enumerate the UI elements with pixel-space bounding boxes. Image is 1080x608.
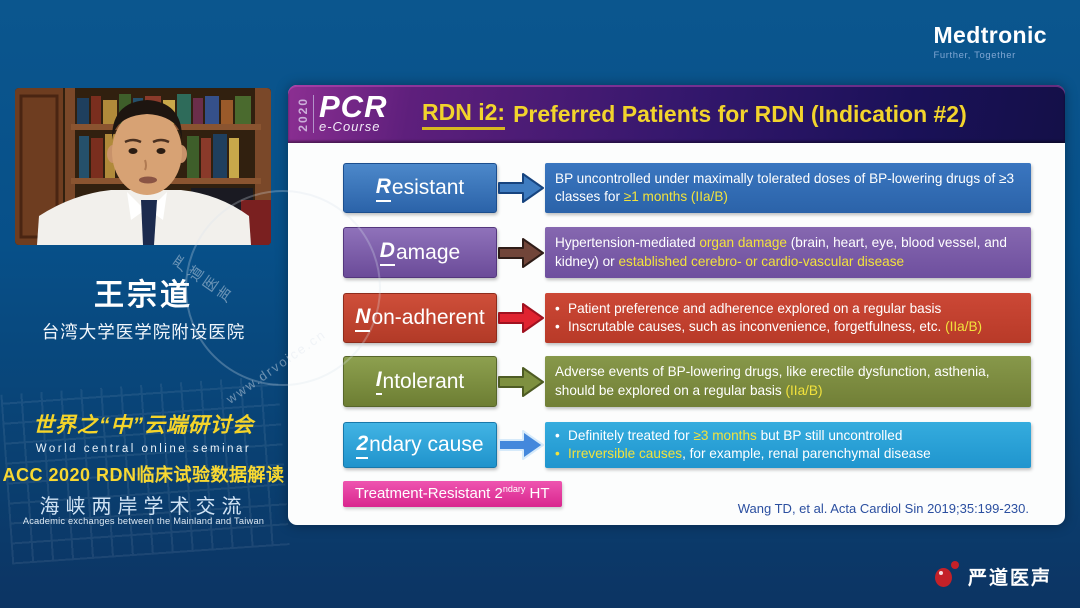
slide-header: 2020 PCR e-Course RDN i2: Preferred Pati…: [288, 85, 1065, 143]
right-arrow-icon: [497, 227, 545, 278]
slide-citation: Wang TD, et al. Acta Cardiol Sin 2019;35…: [737, 501, 1029, 516]
pcr-logo-year: 2020: [296, 96, 310, 132]
right-arrow-icon: [497, 356, 545, 407]
drvoice-logo: 严道医声: [934, 561, 1052, 591]
seminar-exchange-en: Academic exchanges between the Mainland …: [22, 516, 265, 526]
pcr-ecourse-logo: 2020 PCR e-Course: [296, 88, 388, 138]
medtronic-tagline: Further, Together: [933, 50, 1016, 61]
label-2ndary-cause: 2 ndary cause: [343, 422, 497, 468]
seminar-exchange-cn: 海峡两岸学术交流: [39, 496, 248, 518]
pcr-logo-subtitle: e-Course: [319, 119, 381, 135]
slide-title: RDN i2: Preferred Patients for RDN (Indi…: [422, 85, 967, 143]
content-intolerant: Adverse events of BP-lowering drugs, lik…: [545, 356, 1031, 407]
medtronic-wordmark: Medtronic: [933, 22, 1047, 48]
right-arrow-icon: [497, 293, 545, 343]
content-damage: Hypertension-mediated organ damage (brai…: [545, 227, 1031, 278]
speaker-name: 王宗道: [94, 279, 193, 312]
medtronic-logo: Medtronic Further, Together: [934, 22, 1048, 61]
content-non-adherent: • Patient preference and adherence explor…: [545, 293, 1031, 343]
speaker-affiliation: 台湾大学医学院附设医院: [41, 322, 246, 342]
treatment-resistant-label: Treatment-Resistant 2ndary HT: [343, 481, 562, 507]
content-resistant: BP uncontrolled under maximally tolerate…: [545, 163, 1031, 213]
seminar-session-title: ACC 2020 RDN临床试验数据解读: [2, 465, 285, 485]
pcr-logo-wordmark: PCR: [319, 88, 388, 124]
right-arrow-icon: [497, 163, 545, 213]
seminar-title-en: World central online seminar: [35, 443, 252, 455]
seminar-title-cn: 世界之“中”云端研讨会: [33, 414, 254, 437]
right-arrow-icon: [497, 422, 545, 468]
treatment-resistant-sup: ndary: [502, 484, 526, 494]
slide-title-rest: Preferred Patients for RDN (Indication #…: [513, 100, 967, 127]
speaker-video-scene: [15, 88, 271, 245]
drvoice-logo-text: 严道医声: [967, 567, 1052, 589]
slide-title-prefix: RDN i2:: [422, 99, 506, 130]
row-2ndary-cause: 2 ndary cause • Definitely treated for ≥3 m…: [343, 422, 1031, 468]
balloon-icon: [934, 561, 961, 591]
treatment-resistant-pre: Treatment-Resistant 2: [355, 485, 503, 502]
treatment-resistant-post: HT: [525, 485, 550, 502]
speaker-video-frame: [15, 88, 271, 245]
presentation-slide: 2020 PCR e-Course RDN i2: Preferred Pati…: [288, 85, 1065, 525]
content-2ndary-cause: • Definitely treated for ≥3 months but BP…: [545, 422, 1031, 468]
pcr-logo-divider: [313, 95, 314, 133]
